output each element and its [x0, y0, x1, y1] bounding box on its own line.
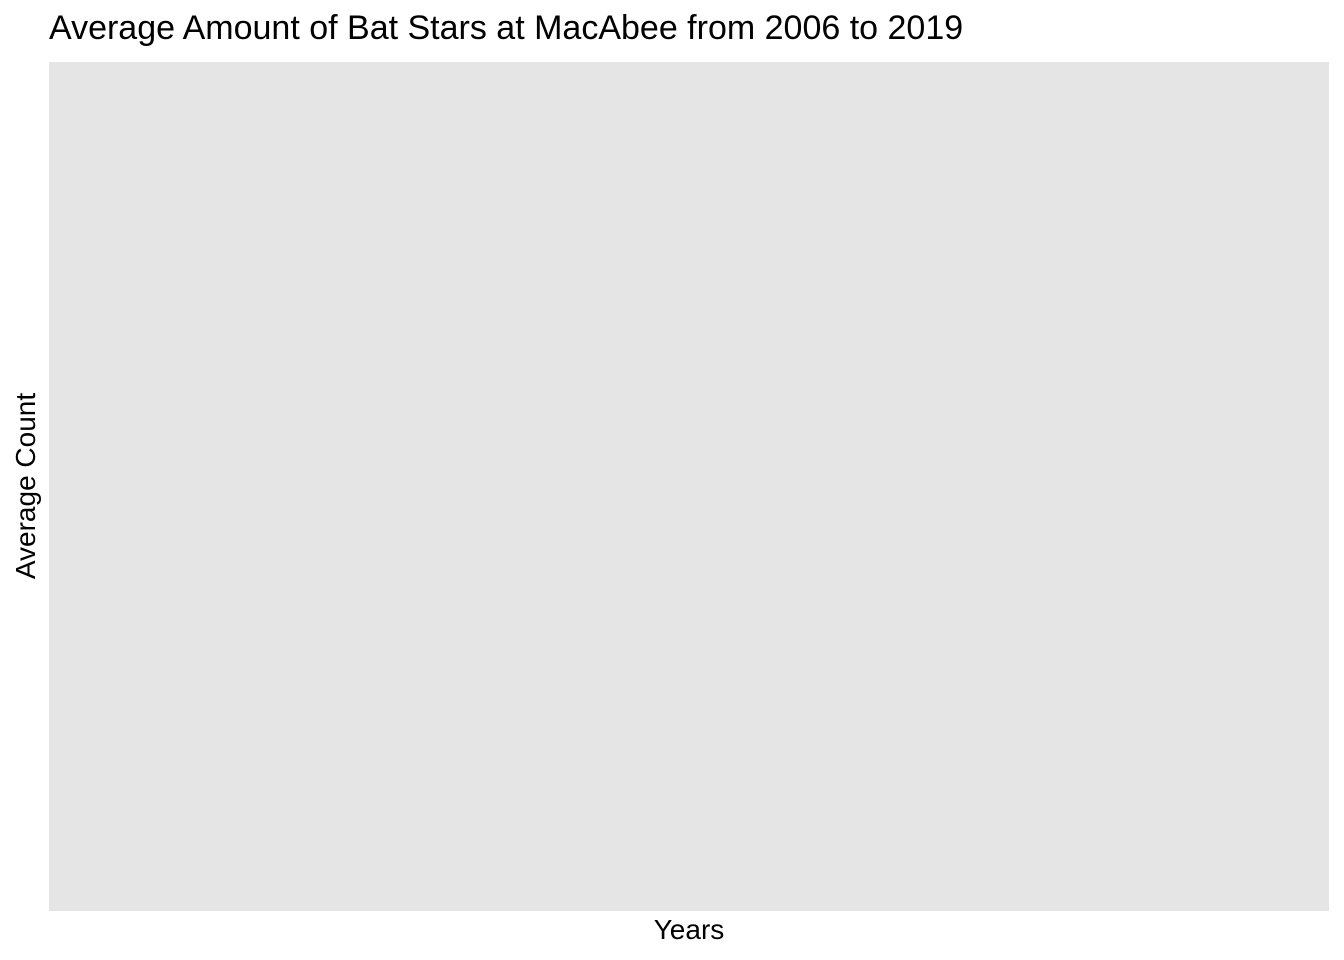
chart-title: Average Amount of Bat Stars at MacAbee f…	[49, 9, 964, 47]
x-axis-label: Years	[653, 914, 725, 945]
y-axis-label: Average Count	[10, 392, 41, 580]
plot-panel	[49, 62, 1329, 911]
